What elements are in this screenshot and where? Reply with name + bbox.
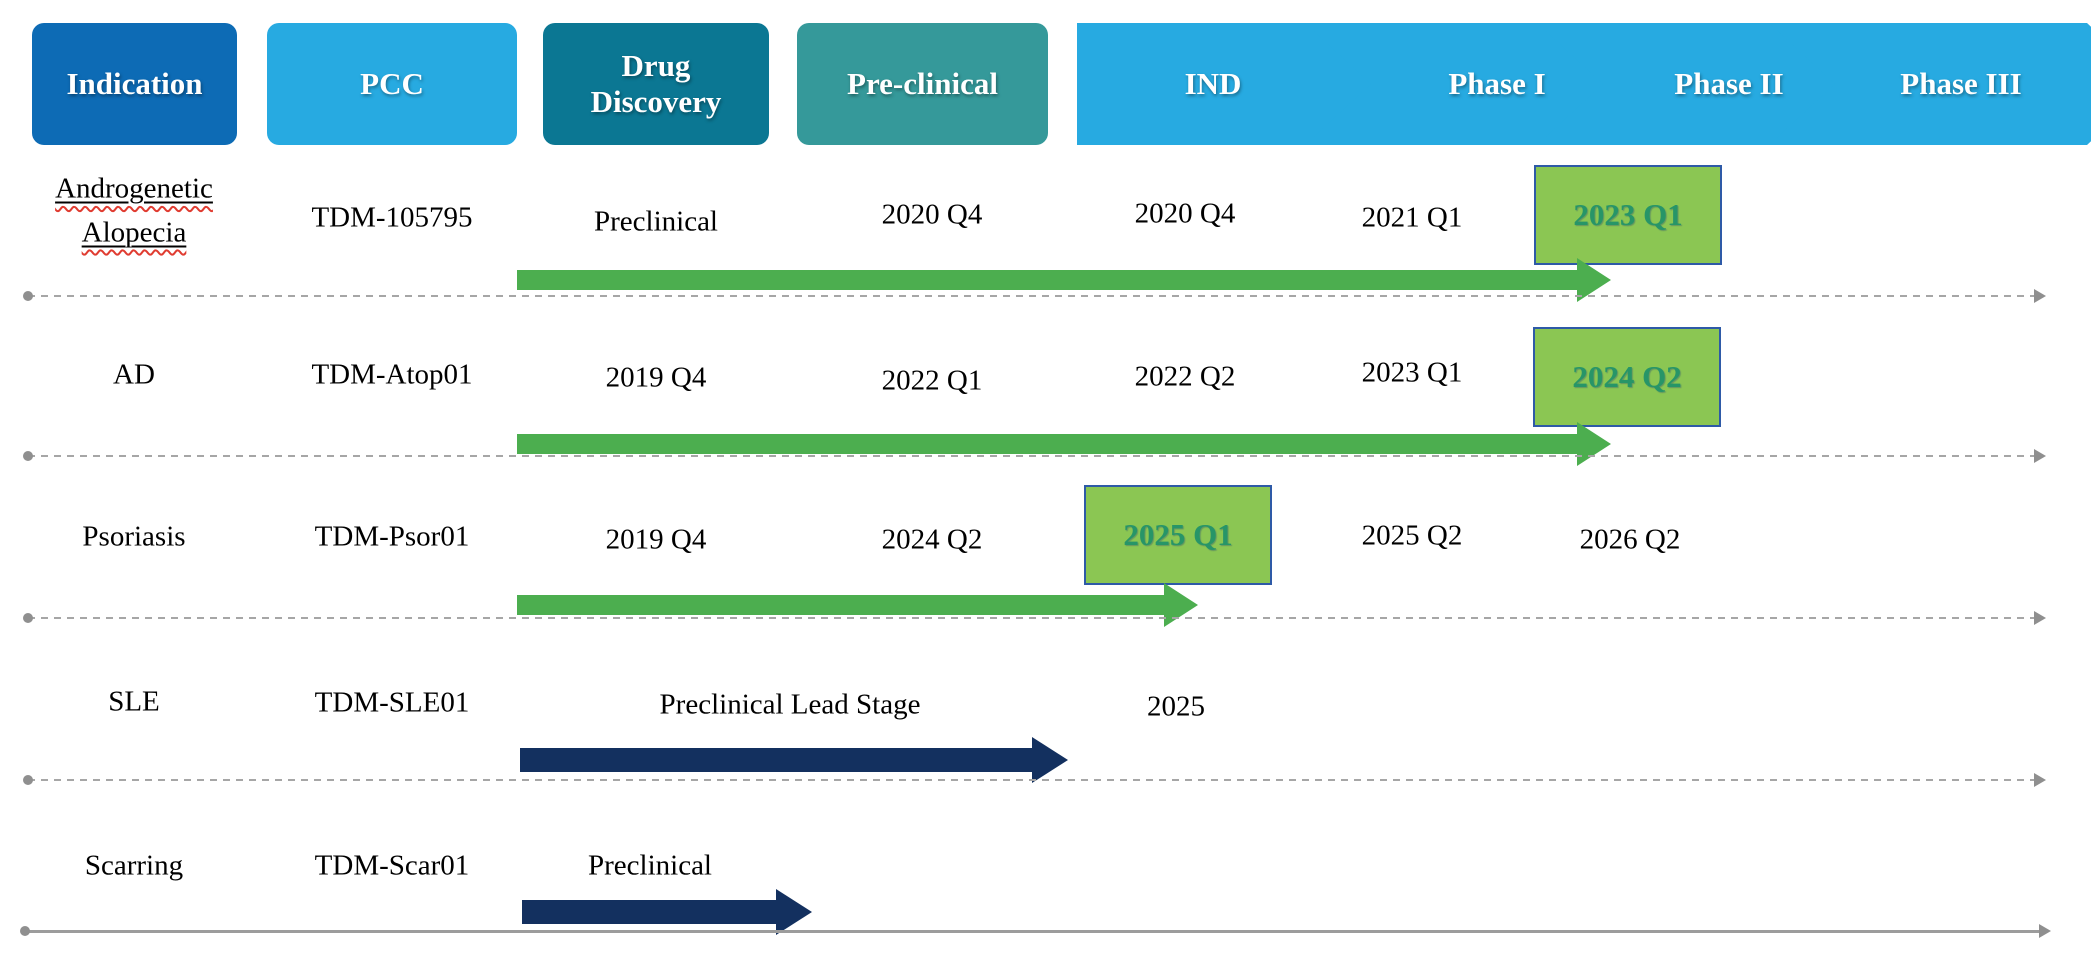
indication-line1: Androgenetic [55,172,213,205]
indication-label: SLE [108,685,160,718]
indication-line2: Alopecia [81,216,187,248]
progress-arrow-head [1164,583,1198,627]
progress-arrow-shaft [520,748,1032,772]
stage-note: Preclinical Lead Stage [659,688,921,721]
bottom-line [25,930,2039,933]
indication-label: Psoriasis [82,520,186,553]
header-box-pre-clinical: Pre-clinical [797,23,1048,145]
pcc-code: TDM-Scar01 [314,849,470,882]
header-box-pcc: PCC [267,23,517,145]
row-separator [28,455,2034,457]
header-chevron-phase3: Phase III [1769,23,2091,145]
pcc-code: TDM-105795 [311,201,473,234]
separator-end-arrow-icon [2034,289,2046,303]
pcc-code: TDM-Atop01 [311,358,473,391]
stage-date: 2019 Q4 [605,361,707,394]
stage-date: Preclinical [593,205,719,238]
stage-date: 2022 Q1 [881,364,983,397]
row-separator [28,779,2034,781]
indication-label: Androgenetic Alopecia [55,168,213,255]
stage-date: 2019 Q4 [605,523,707,556]
separator-end-arrow-icon [2034,611,2046,625]
progress-arrow-shaft [517,434,1579,454]
progress-arrow-shaft [522,900,776,924]
row-separator [28,295,2034,297]
progress-arrow-shaft [517,595,1166,615]
separator-end-arrow-icon [2034,449,2046,463]
header-box-indication: Indication [32,23,237,145]
row-separator [28,617,2034,619]
stage-date: 2023 Q1 [1361,356,1463,389]
stage-note: Preclinical [587,849,713,882]
separator-start-dot [23,613,33,623]
progress-arrow-shaft [517,270,1579,290]
pcc-code: TDM-SLE01 [314,686,470,719]
stage-date: 2025 Q2 [1361,519,1463,552]
stage-date: 2025 [1147,690,1205,723]
stage-date: 2026 Q2 [1579,523,1681,556]
stage-date: 2020 Q4 [881,198,983,231]
separator-start-dot [23,291,33,301]
bottom-line-end-arrow-icon [2039,924,2051,938]
milestone-box: 2025 Q1 [1084,485,1272,585]
stage-date: 2020 Q4 [1134,197,1236,230]
separator-start-dot [23,451,33,461]
stage-date: 2022 Q2 [1134,360,1236,393]
indication-label: Scarring [84,849,184,882]
progress-arrow-head [1577,258,1611,302]
header-box-drug-discovery: Drug Discovery [543,23,769,145]
stage-date: 2024 Q2 [881,523,983,556]
milestone-box: 2024 Q2 [1533,327,1721,427]
progress-arrow-head [776,889,812,935]
indication-label: AD [113,358,155,391]
milestone-box: 2023 Q1 [1534,165,1722,265]
progress-arrow-head [1577,422,1611,466]
separator-end-arrow-icon [2034,773,2046,787]
stage-date: 2021 Q1 [1361,201,1463,234]
separator-start-dot [23,775,33,785]
progress-arrow-head [1032,737,1068,783]
pcc-code: TDM-Psor01 [314,520,470,553]
bottom-line-start-dot [20,926,30,936]
